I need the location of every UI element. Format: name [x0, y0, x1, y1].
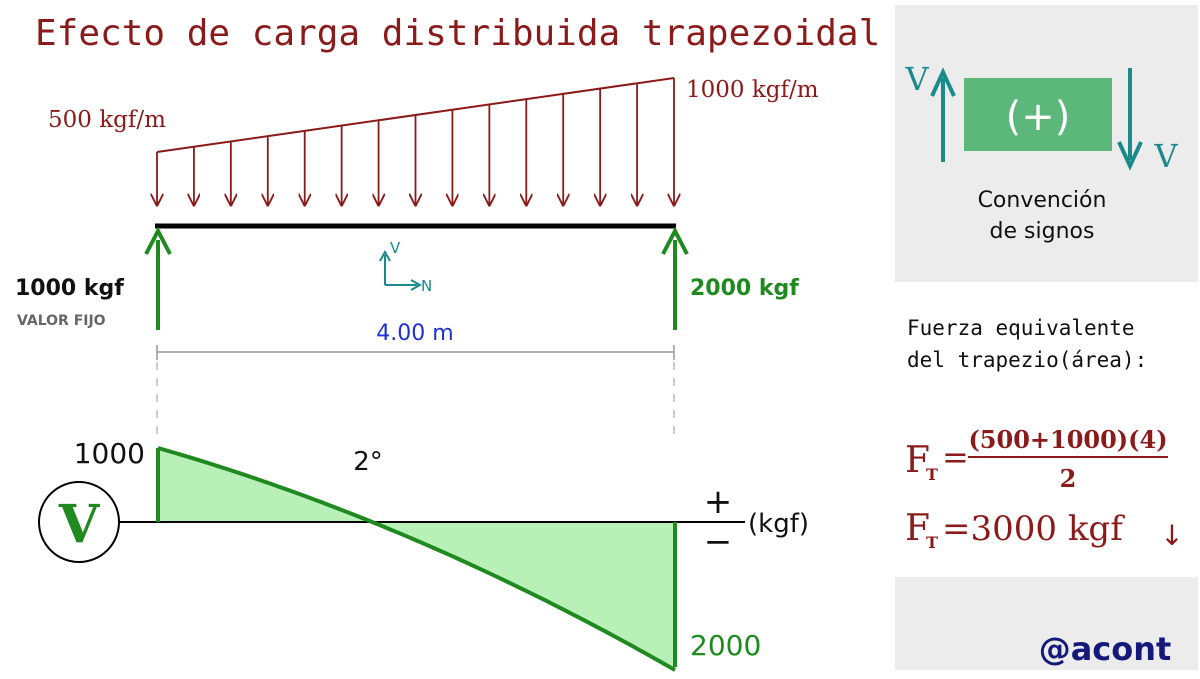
sign-caption-line2: de signos [990, 219, 1095, 244]
shear-plus-sign: + [704, 482, 733, 522]
force-equals: = [942, 438, 969, 476]
equivalent-heading-line1: Fuerza equivalente [907, 316, 1135, 340]
result-down-arrow-icon: ↓ [1160, 519, 1183, 552]
positive-shear-box [964, 78, 1112, 151]
shear-symbol-circle [38, 481, 120, 563]
shear-max-label: 1000 [74, 437, 145, 470]
shear-symbol: V [58, 494, 101, 555]
shear-minus-sign: − [704, 522, 733, 562]
result-subscript: T [926, 533, 938, 552]
shear-diagram: V 1000 2000 2° + − (kgf) [38, 437, 809, 672]
right-reaction-label: 2000 kgf [690, 276, 799, 301]
sign-v-left: V [904, 60, 929, 98]
load-arrows [157, 78, 674, 205]
axes-icon: V N [379, 239, 432, 295]
page-title: Efecto de carga distribuida trapezoidal [35, 13, 880, 54]
sign-convention: V (+) V Convención de signos [904, 60, 1178, 244]
left-reaction-note: VALOR FIJO [17, 313, 106, 329]
credit-handle: @acont [1039, 630, 1172, 668]
left-reaction-arrow-icon [144, 226, 172, 255]
left-reaction: 1000 kgf VALOR FIJO [15, 226, 172, 330]
span-label: 4.00 m [376, 321, 453, 346]
equivalent-force-panel [895, 282, 1198, 577]
span-dimension: 4.00 m [156, 321, 675, 440]
load-left-label: 500 kgf/m [48, 107, 166, 133]
load-right-label: 1000 kgf/m [686, 77, 819, 103]
left-reaction-label: 1000 kgf [15, 276, 124, 301]
equivalent-force: Fuerza equivalente del trapezio(área): F… [905, 316, 1184, 552]
distributed-load: 500 kgf/m 1000 kgf/m [48, 77, 819, 205]
equivalent-heading-line2: del trapezio(área): [907, 348, 1147, 372]
shear-min-label: 2000 [690, 629, 761, 662]
right-reaction-arrow-icon [661, 226, 689, 255]
shear-degree-label: 2° [353, 447, 383, 477]
shear-unit: (kgf) [748, 509, 809, 539]
shear-curve [157, 446, 676, 672]
force-numerator: (500+1000)(4) [968, 425, 1167, 454]
shear-up-arrow-icon [930, 67, 956, 97]
shear-down-arrow-icon [1117, 141, 1143, 171]
positive-shear-label: (+) [1006, 94, 1071, 140]
axis-v-label: V [390, 239, 401, 257]
force-subscript: T [926, 465, 938, 484]
credit-panel [895, 577, 1198, 670]
result-value: =3000 kgf [942, 509, 1125, 549]
force-symbol: F [905, 440, 930, 481]
result-symbol: F [905, 508, 930, 549]
shear-area [158, 448, 675, 670]
sign-caption-line1: Convención [978, 188, 1107, 213]
sign-v-right: V [1153, 137, 1178, 175]
axis-n-label: N [421, 277, 432, 295]
force-denominator: 2 [1060, 464, 1077, 493]
right-reaction: 2000 kgf [661, 226, 799, 330]
